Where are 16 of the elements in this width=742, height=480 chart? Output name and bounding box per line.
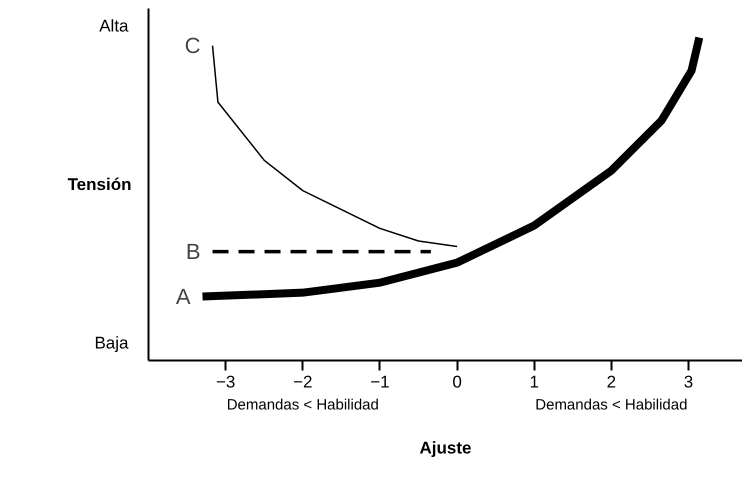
x-tick-label: 2 (606, 372, 616, 392)
series-label: B (186, 239, 201, 264)
text: Baja (94, 333, 130, 352)
text: Alta (99, 16, 130, 36)
x-tick-label: −2 (293, 372, 312, 392)
y-axis-title: Tensión (68, 175, 132, 194)
text: Demandas < Habilidad (535, 396, 688, 414)
x-tick-label: 1 (529, 372, 539, 392)
x-axis-title: Ajuste (420, 438, 472, 458)
text: Demandas < Habilidad (226, 396, 379, 414)
x-tick-label: 0 (452, 372, 462, 392)
x-tick-label: −1 (370, 372, 390, 392)
x-tick-label: −3 (216, 372, 236, 392)
series-label: A (176, 284, 191, 310)
series-label: C (184, 33, 201, 58)
x-tick-label: 3 (684, 372, 694, 392)
